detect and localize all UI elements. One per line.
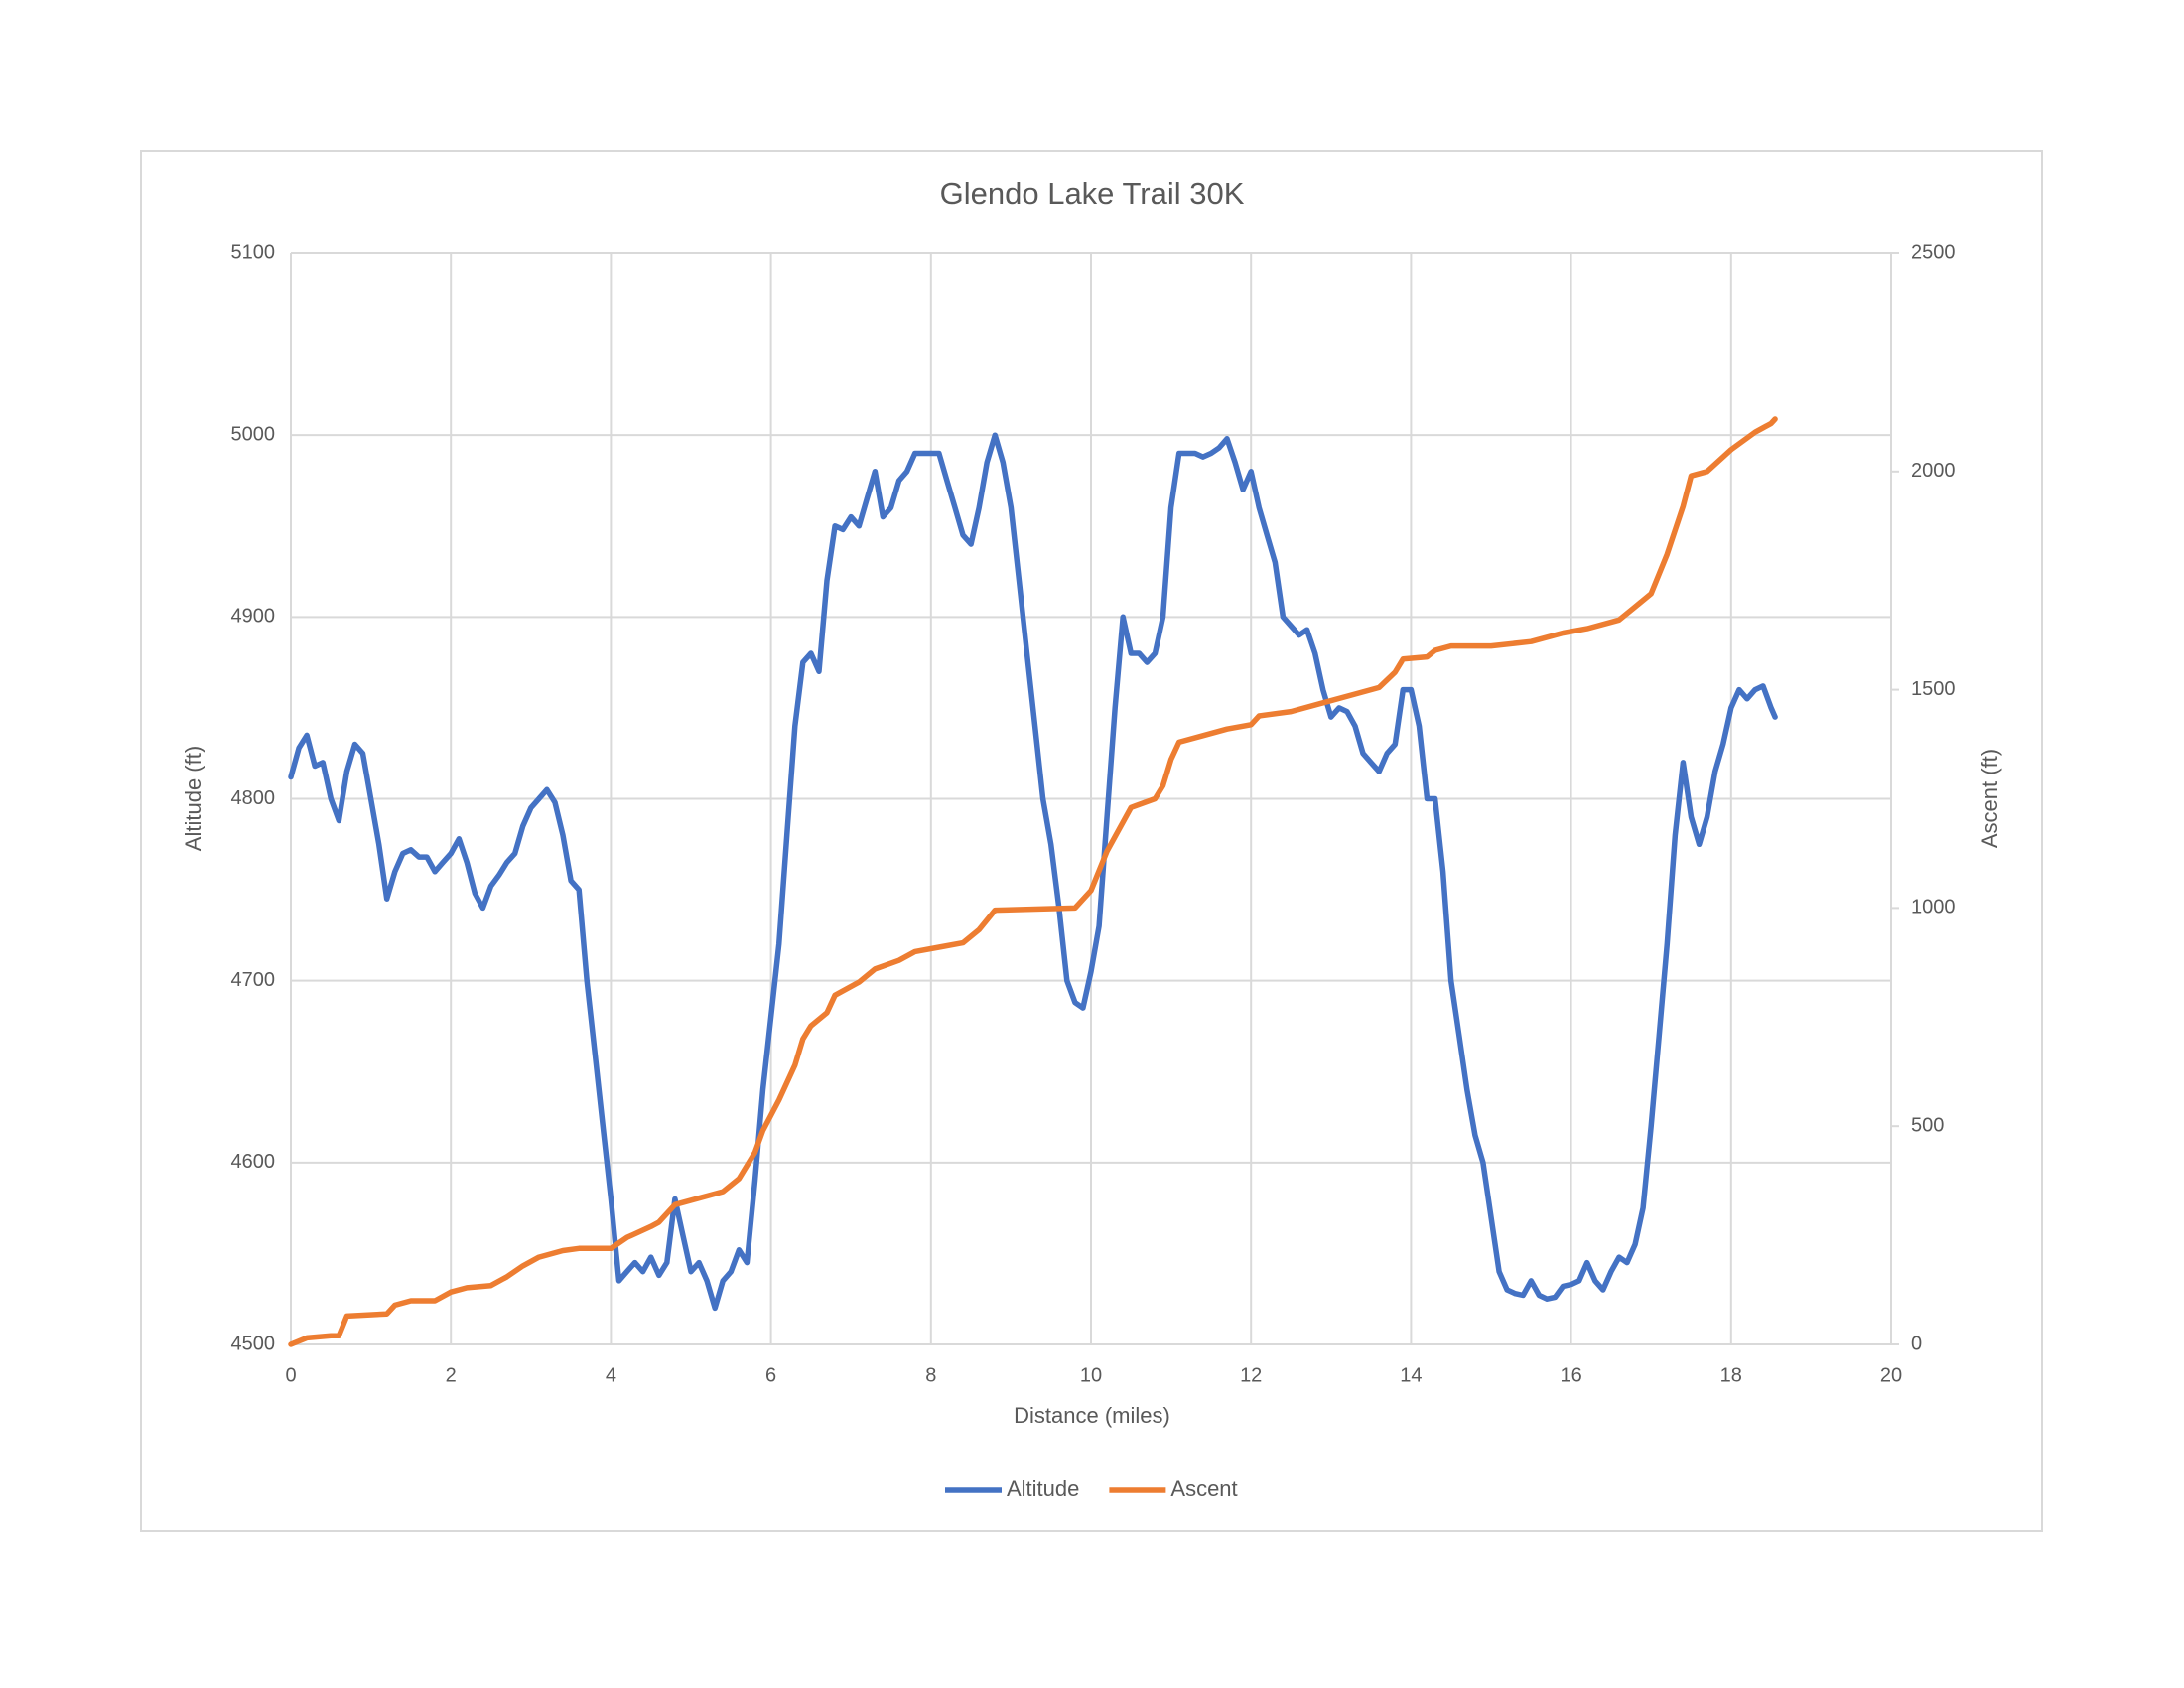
y-tick-label: 4600 <box>231 1151 276 1173</box>
chart-title: Glendo Lake Trail 30K <box>940 176 1245 211</box>
y-tick-label: 4900 <box>231 606 276 628</box>
y-tick-label: 5000 <box>231 423 276 445</box>
y2-tick-label: 1000 <box>1911 897 1956 918</box>
x-tick-label: 2 <box>446 1364 457 1386</box>
y-tick-label: 4800 <box>231 787 276 809</box>
y-tick-label: 4700 <box>231 969 276 991</box>
x-tick-label: 20 <box>1880 1364 1902 1386</box>
y-axis-label: Altitude (ft) <box>181 746 205 851</box>
y2-tick-label: 1500 <box>1911 678 1956 700</box>
y-tick-label: 4500 <box>231 1333 276 1354</box>
x-tick-label: 6 <box>765 1364 776 1386</box>
x-tick-label: 4 <box>606 1364 616 1386</box>
series-line <box>288 432 1778 1312</box>
x-tick-label: 14 <box>1400 1364 1422 1386</box>
y-tick-label: 5100 <box>231 241 276 263</box>
y2-tick-label: 2000 <box>1911 460 1956 482</box>
x-tick-label: 10 <box>1080 1364 1102 1386</box>
x-tick-label: 18 <box>1720 1364 1742 1386</box>
x-tick-label: 0 <box>285 1364 296 1386</box>
x-tick-label: 12 <box>1240 1364 1262 1386</box>
y2-axis-label: Ascent (ft) <box>1978 749 2002 848</box>
y2-tick-label: 500 <box>1911 1114 1944 1136</box>
legend-label: Ascent <box>1170 1477 1237 1501</box>
series-line <box>288 416 1778 1347</box>
y2-tick-label: 2500 <box>1911 241 1956 263</box>
x-tick-label: 16 <box>1560 1364 1581 1386</box>
x-axis-label: Distance (miles) <box>1014 1403 1170 1428</box>
x-tick-label: 8 <box>925 1364 936 1386</box>
y2-tick-label: 0 <box>1911 1333 1922 1354</box>
legend-label: Altitude <box>1007 1477 1079 1501</box>
